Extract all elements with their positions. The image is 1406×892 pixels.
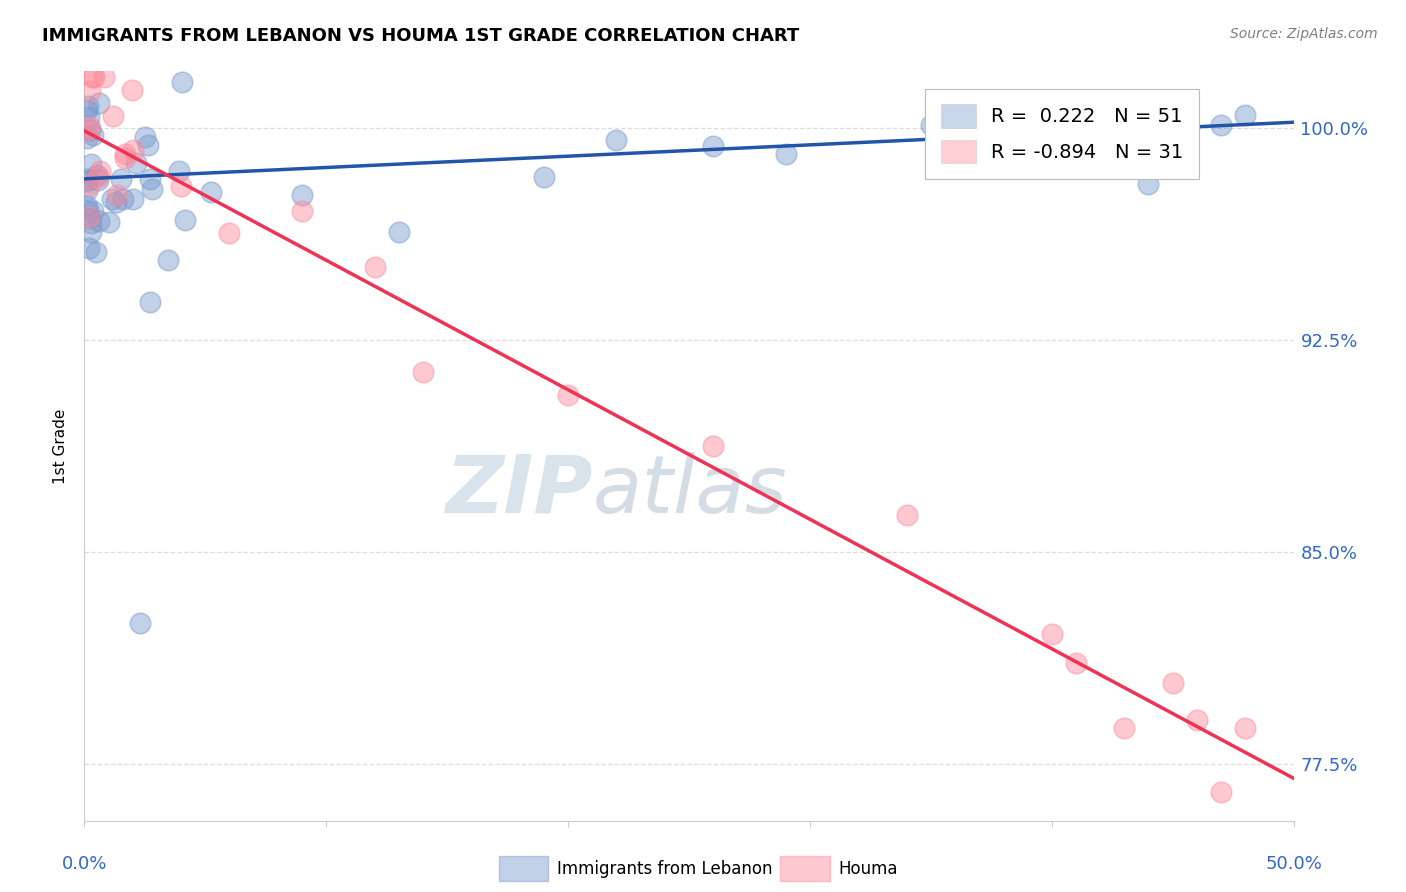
Point	[139, 172, 162, 186]
Point	[77, 178, 100, 192]
Point	[1040, 627, 1063, 641]
Point	[83, 70, 105, 84]
Y-axis label: 1st Grade: 1st Grade	[53, 409, 69, 483]
Point	[77, 203, 100, 218]
Point	[86, 245, 108, 260]
Point	[993, 133, 1015, 147]
Point	[412, 365, 434, 379]
Point	[86, 170, 108, 185]
Point	[79, 211, 101, 226]
Point	[557, 388, 579, 402]
Point	[93, 70, 115, 84]
Point	[89, 213, 111, 227]
Point	[218, 226, 240, 240]
Point	[107, 187, 129, 202]
Point	[76, 199, 98, 213]
Point	[141, 181, 163, 195]
Point	[79, 120, 101, 135]
Point	[388, 225, 411, 239]
Point	[1234, 721, 1257, 735]
Point	[79, 217, 101, 231]
Point	[1161, 676, 1184, 690]
Point	[125, 156, 148, 170]
Point	[110, 171, 132, 186]
Point	[896, 508, 918, 522]
Text: IMMIGRANTS FROM LEBANON VS HOUMA 1ST GRADE CORRELATION CHART: IMMIGRANTS FROM LEBANON VS HOUMA 1ST GRA…	[42, 27, 800, 45]
Point	[920, 118, 942, 132]
Point	[76, 122, 98, 136]
Point	[79, 84, 101, 98]
Point	[291, 187, 314, 202]
Point	[170, 75, 193, 89]
Point	[76, 174, 98, 188]
Point	[101, 192, 124, 206]
Point	[79, 122, 101, 136]
Point	[87, 95, 110, 110]
Point	[169, 163, 191, 178]
Point	[1064, 657, 1087, 671]
Point	[129, 615, 152, 630]
Point	[105, 194, 128, 209]
Text: 50.0%: 50.0%	[1265, 855, 1322, 872]
Point	[139, 295, 162, 310]
Point	[1234, 107, 1257, 121]
Point	[775, 146, 797, 161]
Point	[101, 109, 124, 123]
Point	[1185, 713, 1208, 727]
Point	[1209, 118, 1232, 132]
Text: ZIP: ZIP	[444, 452, 592, 530]
Text: 0.0%: 0.0%	[62, 855, 107, 872]
Point	[76, 183, 98, 197]
Point	[138, 138, 160, 153]
Point	[702, 439, 724, 453]
Point	[134, 130, 156, 145]
Point	[89, 164, 111, 178]
Point	[97, 215, 120, 229]
Point	[76, 172, 98, 186]
Point	[80, 70, 103, 84]
Point	[170, 178, 193, 193]
Point	[79, 210, 101, 224]
Point	[112, 192, 135, 206]
Point	[121, 143, 143, 157]
Text: Houma: Houma	[838, 860, 897, 878]
Point	[121, 83, 143, 97]
Point	[86, 168, 108, 182]
Point	[121, 193, 143, 207]
Point	[76, 131, 98, 145]
Point	[533, 169, 555, 184]
Point	[1137, 178, 1160, 192]
Point	[114, 151, 136, 165]
Point	[114, 147, 136, 161]
Point	[82, 203, 104, 218]
Point	[80, 157, 103, 171]
Point	[605, 133, 627, 147]
Point	[1114, 721, 1136, 735]
Point	[363, 260, 385, 274]
Text: Source: ZipAtlas.com: Source: ZipAtlas.com	[1230, 27, 1378, 41]
Point	[291, 203, 314, 218]
Point	[76, 103, 98, 117]
Text: Immigrants from Lebanon: Immigrants from Lebanon	[557, 860, 772, 878]
Point	[702, 139, 724, 153]
Point	[77, 241, 100, 255]
Point	[200, 186, 222, 200]
Text: atlas: atlas	[592, 452, 787, 530]
Point	[1209, 785, 1232, 799]
Point	[82, 128, 104, 142]
Legend: R =  0.222   N = 51, R = -0.894   N = 31: R = 0.222 N = 51, R = -0.894 N = 31	[925, 88, 1199, 178]
Point	[156, 252, 179, 267]
Point	[77, 99, 100, 113]
Point	[87, 173, 110, 187]
Point	[80, 225, 103, 239]
Point	[174, 213, 197, 227]
Point	[77, 110, 100, 124]
